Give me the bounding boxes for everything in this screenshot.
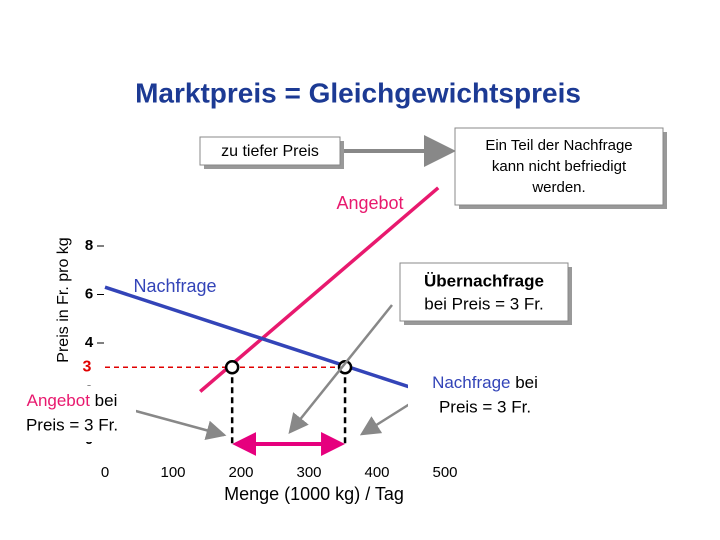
annotation: Nachfrage bei [432,373,538,392]
x-axis-label: Menge (1000 kg) / Tag [224,484,404,504]
legend-label: Nachfrage [133,276,216,296]
annotation: zu tiefer Preis [221,143,319,160]
text: bei [511,373,538,392]
text-box [399,262,569,322]
plot: 0246801002003004005003AngebotNachfrage [83,186,458,481]
x-tick-label: 100 [160,464,185,481]
annotation: Übernachfrage [424,271,544,290]
series-line [199,186,440,393]
legend-label: Angebot [336,193,403,213]
text-box [408,368,562,424]
pointer-arrow [288,304,393,434]
x-tick-label: 200 [228,464,253,481]
annotation: Angebot bei [27,391,118,410]
highlight: Nachfrage [432,373,510,392]
point [224,360,240,375]
text: bei [90,391,117,410]
chart-title: Marktpreis = Gleichgewichtspreis [135,77,581,108]
y-tick-label: 6 [85,285,93,302]
annotation: Preis = 3 Fr. [439,397,531,416]
text-box [454,127,664,206]
price-label: 3 [83,358,92,375]
text-box [199,136,341,166]
annotations: zu tiefer Preis Ein Teil der Nachfrage kan… [8,127,667,442]
y-tick-label: 8 [85,237,93,254]
annotation: kann nicht befriedigt [492,158,627,175]
x-tick-label: 400 [364,464,389,481]
y-axis-label: Preis in Fr. pro kg [55,237,72,362]
y-tick-label: 4 [85,334,94,351]
x-tick-label: 300 [296,464,321,481]
annotation: Preis = 3 Fr. [26,415,118,434]
text-box [8,386,136,442]
series-line [104,285,439,399]
annotation: Ein Teil der Nachfrage [485,137,632,154]
annotation: werden. [531,179,585,196]
annotation: bei Preis = 3 Fr. [424,294,544,313]
point [337,360,353,375]
x-tick-label: 0 [101,464,109,481]
x-tick-label: 500 [432,464,457,481]
pointer-arrow [131,408,227,441]
highlight: Angebot [27,391,91,410]
